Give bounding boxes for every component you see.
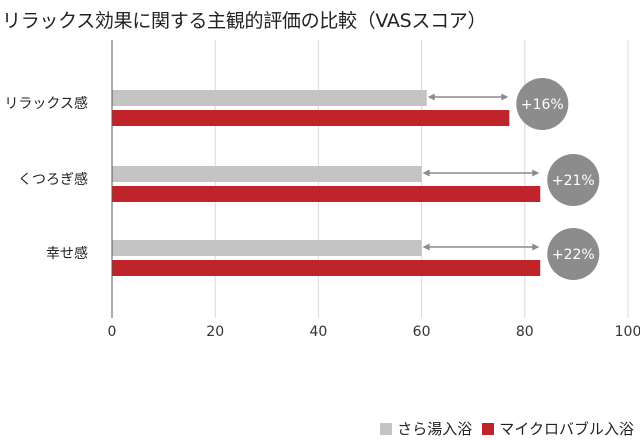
category-label: 幸せ感 xyxy=(46,245,88,262)
arrow-head-left xyxy=(422,243,430,251)
x-tick-label: 40 xyxy=(309,324,327,340)
arrow-head-right xyxy=(532,169,540,177)
bar-red xyxy=(112,260,541,276)
bar-gray xyxy=(112,166,422,182)
arrow-head-right xyxy=(532,243,540,251)
percent-badge-label: +22% xyxy=(552,247,595,263)
arrow-head-left xyxy=(427,93,435,101)
percent-badge xyxy=(547,154,600,206)
arrow-head-left xyxy=(422,169,430,177)
legend-label-gray: さら湯入浴 xyxy=(397,420,473,438)
legend-item-red: マイクロバブル入浴 xyxy=(482,418,634,439)
legend-swatch-red xyxy=(482,422,495,435)
x-tick-label: 0 xyxy=(108,324,117,340)
x-axis: 0 20 40 60 80 100 xyxy=(108,40,640,340)
x-tick-label: 80 xyxy=(516,324,534,340)
percent-badge-label: +16% xyxy=(521,97,564,113)
legend-label-red: マイクロバブル入浴 xyxy=(499,420,634,438)
x-tick-label: 100 xyxy=(615,324,640,340)
x-tick-label: 20 xyxy=(206,324,224,340)
legend-swatch-gray xyxy=(380,422,393,435)
chart-title: リラックス効果に関する主観的評価の比較（VASスコア） xyxy=(2,10,487,32)
legend: さら湯入浴 マイクロバブル入浴 xyxy=(380,418,634,439)
bars xyxy=(112,90,541,276)
arrow-head-right xyxy=(501,93,509,101)
category-label: くつろぎ感 xyxy=(18,171,88,188)
bar-gray xyxy=(112,90,427,106)
percent-badge xyxy=(516,78,569,130)
x-tick-label: 60 xyxy=(413,324,431,340)
legend-item-gray: さら湯入浴 xyxy=(380,418,472,439)
bar-red xyxy=(112,186,541,202)
annotations: +16% +21% +22% xyxy=(422,78,600,280)
bar-gray xyxy=(112,240,422,256)
category-label: リラックス感 xyxy=(4,95,88,112)
bar-red xyxy=(112,110,510,126)
percent-badge xyxy=(547,228,600,280)
percent-badge-label: +21% xyxy=(552,173,595,189)
